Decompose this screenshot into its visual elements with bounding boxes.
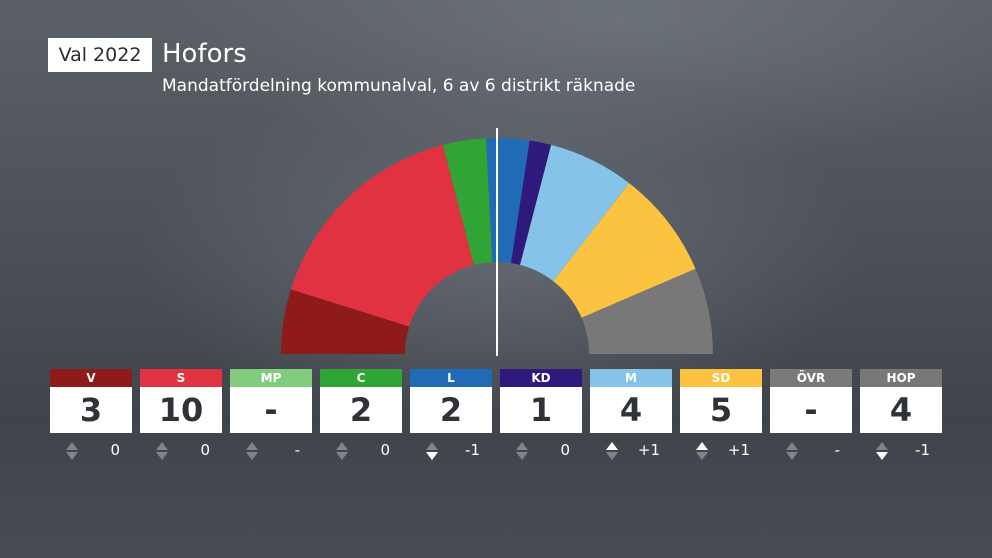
- seat-change-l: -1: [410, 440, 492, 462]
- change-value: -1: [915, 441, 930, 459]
- change-value: 0: [560, 441, 570, 459]
- seat-count: -: [230, 387, 312, 433]
- seat-count: 4: [590, 387, 672, 433]
- change-value: -: [834, 441, 840, 459]
- change-value: 0: [110, 441, 120, 459]
- party-card-sd: SD 5: [680, 369, 762, 433]
- arrow-up-icon: [696, 442, 708, 460]
- change-value: 0: [380, 441, 390, 459]
- arrow-up-icon: [606, 442, 618, 460]
- party-label: L: [410, 369, 492, 387]
- party-label: HOP: [860, 369, 942, 387]
- party-card-s: S 10: [140, 369, 222, 433]
- seat-change-c: 0: [320, 440, 402, 462]
- unchanged-icon: [786, 442, 798, 460]
- seat-change-v: 0: [50, 440, 132, 462]
- unchanged-icon: [246, 442, 258, 460]
- change-value: +1: [727, 441, 750, 459]
- seat-count: 2: [410, 387, 492, 433]
- seat-count: 1: [500, 387, 582, 433]
- party-label: S: [140, 369, 222, 387]
- seat-segment-c: [442, 138, 493, 265]
- seat-count: 10: [140, 387, 222, 433]
- seat-count: 3: [50, 387, 132, 433]
- party-card-hop: HOP 4: [860, 369, 942, 433]
- seat-change-övr: -: [770, 440, 852, 462]
- party-label: ÖVR: [770, 369, 852, 387]
- party-label: MP: [230, 369, 312, 387]
- seat-change-sd: +1: [680, 440, 762, 462]
- seat-count: -: [770, 387, 852, 433]
- party-label: C: [320, 369, 402, 387]
- party-card-mp: MP -: [230, 369, 312, 433]
- seat-change-s: 0: [140, 440, 222, 462]
- party-label: M: [590, 369, 672, 387]
- seat-segment-m: [520, 144, 630, 282]
- page-title: Hofors: [162, 39, 247, 69]
- seat-segment-v: [281, 289, 410, 354]
- seat-segment-hop: [581, 268, 713, 354]
- seat-change-kd: 0: [500, 440, 582, 462]
- unchanged-icon: [336, 442, 348, 460]
- seat-segment-kd: [510, 140, 552, 265]
- party-card-övr: ÖVR -: [770, 369, 852, 433]
- party-label: SD: [680, 369, 762, 387]
- change-value: +1: [637, 441, 660, 459]
- election-year-badge: Val 2022: [48, 38, 152, 72]
- seat-count: 2: [320, 387, 402, 433]
- unchanged-icon: [516, 442, 528, 460]
- unchanged-icon: [66, 442, 78, 460]
- seat-change-mp: -: [230, 440, 312, 462]
- seat-segment-s: [290, 144, 474, 327]
- seat-count: 4: [860, 387, 942, 433]
- arrow-down-icon: [876, 442, 888, 460]
- change-value: 0: [200, 441, 210, 459]
- party-label: KD: [500, 369, 582, 387]
- seat-change-hop: -1: [860, 440, 942, 462]
- unchanged-icon: [156, 442, 168, 460]
- change-value: -: [294, 441, 300, 459]
- seat-change-m: +1: [590, 440, 672, 462]
- change-value: -1: [465, 441, 480, 459]
- page-subtitle: Mandatfördelning kommunalval, 6 av 6 dis…: [162, 76, 636, 96]
- party-label: V: [50, 369, 132, 387]
- seat-count: 5: [680, 387, 762, 433]
- arrow-down-icon: [426, 442, 438, 460]
- party-card-kd: KD 1: [500, 369, 582, 433]
- seat-segment-sd: [553, 183, 696, 318]
